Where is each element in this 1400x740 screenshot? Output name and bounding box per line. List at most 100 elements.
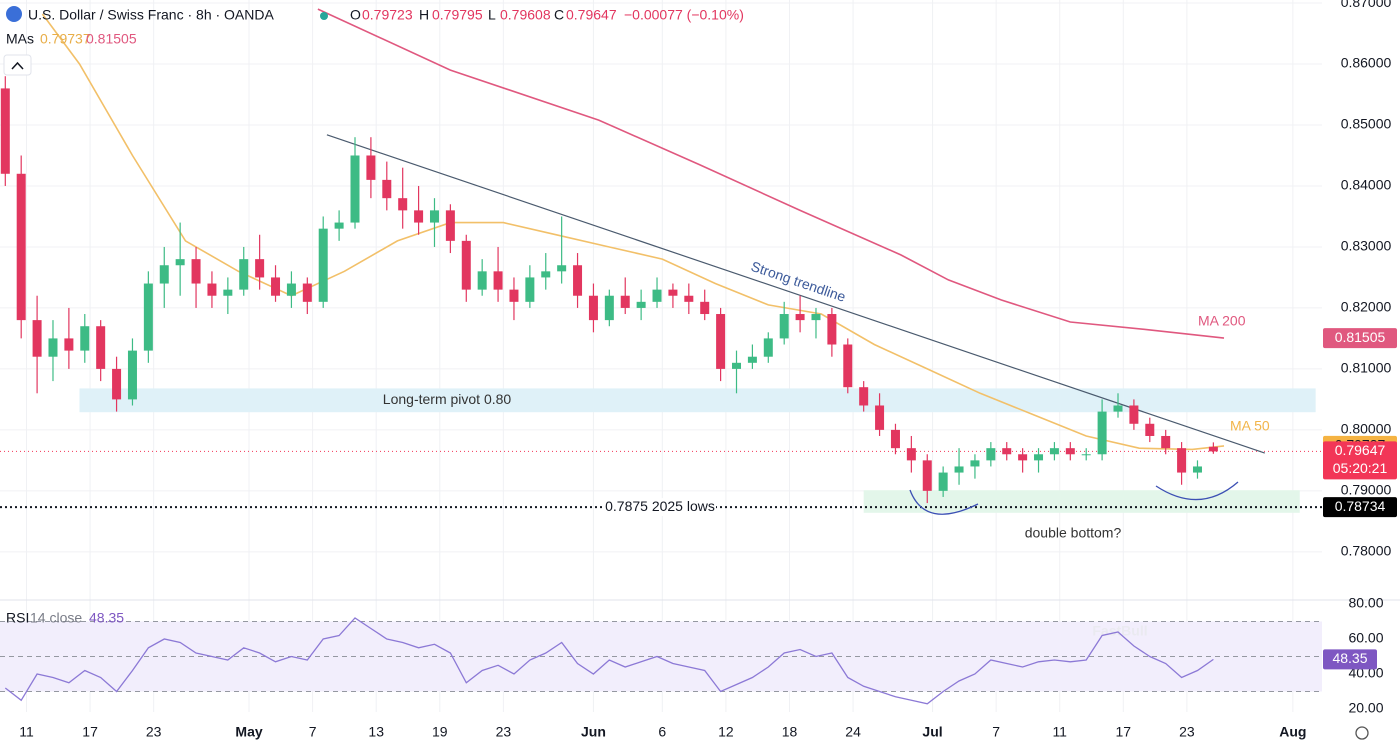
candle-body bbox=[1177, 448, 1187, 473]
candle-body bbox=[525, 277, 535, 302]
candle-body bbox=[875, 405, 885, 430]
lows-label: 0.7875 2025 lows bbox=[605, 498, 715, 514]
candle-body bbox=[763, 338, 773, 357]
candle-body bbox=[414, 210, 424, 223]
x-tick-label: Aug bbox=[1279, 724, 1306, 740]
market-status bbox=[320, 12, 328, 20]
ma-line bbox=[41, 13, 1225, 451]
candle-body bbox=[48, 338, 58, 357]
candle-body bbox=[398, 198, 408, 211]
x-tick-label: May bbox=[235, 724, 262, 740]
candle-body bbox=[1192, 466, 1202, 473]
ma-legend-value: 0.79737 bbox=[40, 31, 91, 47]
candle-body bbox=[239, 259, 249, 290]
symbol-title: U.S. Dollar / Swiss Franc · 8h · OANDA bbox=[28, 7, 274, 23]
candle-body bbox=[1049, 448, 1059, 455]
watermark: FastBull bbox=[1092, 623, 1147, 639]
x-tick-label: 23 bbox=[496, 724, 512, 740]
candle-body bbox=[1081, 454, 1091, 456]
x-tick-label: 23 bbox=[1179, 724, 1195, 740]
lows-price-tag: 0.78734 bbox=[1335, 498, 1386, 514]
rsi-tick-label: 80.00 bbox=[1348, 595, 1383, 611]
candle-body bbox=[573, 265, 583, 296]
x-tick-label: 24 bbox=[845, 724, 861, 740]
candle-body bbox=[604, 295, 614, 321]
candle-body bbox=[286, 283, 296, 296]
x-tick-label: Jul bbox=[922, 724, 942, 740]
ohlc-value: 0.79795 bbox=[432, 7, 483, 23]
candle-body bbox=[382, 179, 392, 199]
ma-legend-title[interactable]: MAs bbox=[6, 31, 34, 47]
zone-label: Long-term pivot 0.80 bbox=[383, 391, 512, 407]
ma-line bbox=[317, 8, 1225, 339]
settings-icon[interactable] bbox=[1355, 726, 1369, 740]
candle-body bbox=[445, 210, 455, 241]
rsi-value: 48.35 bbox=[89, 610, 124, 626]
candle-body bbox=[1034, 454, 1044, 461]
ohlc-key: H bbox=[419, 7, 429, 23]
ma-price-tag: 0.81505 bbox=[1335, 329, 1386, 345]
x-tick-label: Jun bbox=[581, 724, 606, 740]
candle-body bbox=[366, 155, 376, 180]
y-tick-label: 0.82000 bbox=[1341, 299, 1392, 315]
candle-body bbox=[350, 155, 360, 223]
y-tick-label: 0.79000 bbox=[1341, 482, 1392, 498]
close-price-tag: 0.79647 bbox=[1335, 442, 1386, 458]
x-tick-label: 19 bbox=[432, 724, 448, 740]
candle-body bbox=[429, 210, 439, 223]
candle-body bbox=[700, 301, 710, 315]
candle-body bbox=[890, 429, 900, 449]
candle-body bbox=[493, 271, 503, 290]
x-tick-label: 13 bbox=[368, 724, 384, 740]
double-bottom-arc bbox=[909, 489, 979, 515]
candle-body bbox=[668, 289, 678, 296]
candle-body bbox=[1113, 405, 1123, 412]
annotation: double bottom? bbox=[1025, 525, 1122, 541]
candle-body bbox=[795, 314, 805, 321]
y-tick-label: 0.85000 bbox=[1341, 116, 1392, 132]
candle-body bbox=[461, 240, 471, 290]
candle-body bbox=[811, 314, 821, 321]
candle-body bbox=[0, 88, 10, 174]
ma-legend-value: 0.81505 bbox=[86, 31, 137, 47]
rsi-tag-bg bbox=[1323, 649, 1377, 670]
zone bbox=[79, 388, 1316, 413]
y-tick-label: 0.83000 bbox=[1341, 238, 1392, 254]
candle-body bbox=[732, 362, 742, 369]
x-tick-label: 7 bbox=[309, 724, 317, 740]
front-layer: double bottom? U.S. Dollar / Swiss Franc… bbox=[3, 6, 1397, 740]
trendline-label: Strong trendline bbox=[749, 258, 848, 305]
rsi-tick-label: 60.00 bbox=[1348, 630, 1383, 646]
countdown: 05:20:21 bbox=[1333, 460, 1388, 476]
ma-label: MA 50 bbox=[1230, 418, 1270, 434]
candle-body bbox=[970, 460, 980, 467]
rsi-line bbox=[4, 617, 1214, 705]
y-tick-label: 0.86000 bbox=[1341, 55, 1392, 71]
candle-body bbox=[334, 222, 344, 229]
ohlc-value: 0.79608 bbox=[500, 7, 551, 23]
candle-body bbox=[1129, 405, 1139, 424]
candle-body bbox=[1002, 448, 1012, 455]
ohlc-value: 0.79647 bbox=[566, 7, 617, 23]
candle-body bbox=[271, 277, 281, 296]
double-bottom-arc bbox=[1155, 481, 1239, 501]
candle-body bbox=[843, 344, 853, 388]
x-tick-label: 17 bbox=[82, 724, 98, 740]
candle-body bbox=[954, 466, 964, 473]
candle-body bbox=[223, 289, 233, 296]
rsi-params: 14 close bbox=[30, 610, 82, 626]
close-tag-bg bbox=[1323, 441, 1397, 480]
candle-body bbox=[1208, 446, 1218, 452]
y-tick-label: 0.84000 bbox=[1341, 177, 1392, 193]
ma-label: MA 200 bbox=[1198, 313, 1246, 329]
ohlc-key: L bbox=[488, 7, 496, 23]
candle-body bbox=[1161, 435, 1171, 449]
candle-body bbox=[859, 387, 869, 406]
collapse-button[interactable] bbox=[3, 54, 32, 76]
ohlc-key: C bbox=[554, 7, 564, 23]
candle-body bbox=[80, 326, 90, 351]
candle-body bbox=[779, 314, 789, 339]
